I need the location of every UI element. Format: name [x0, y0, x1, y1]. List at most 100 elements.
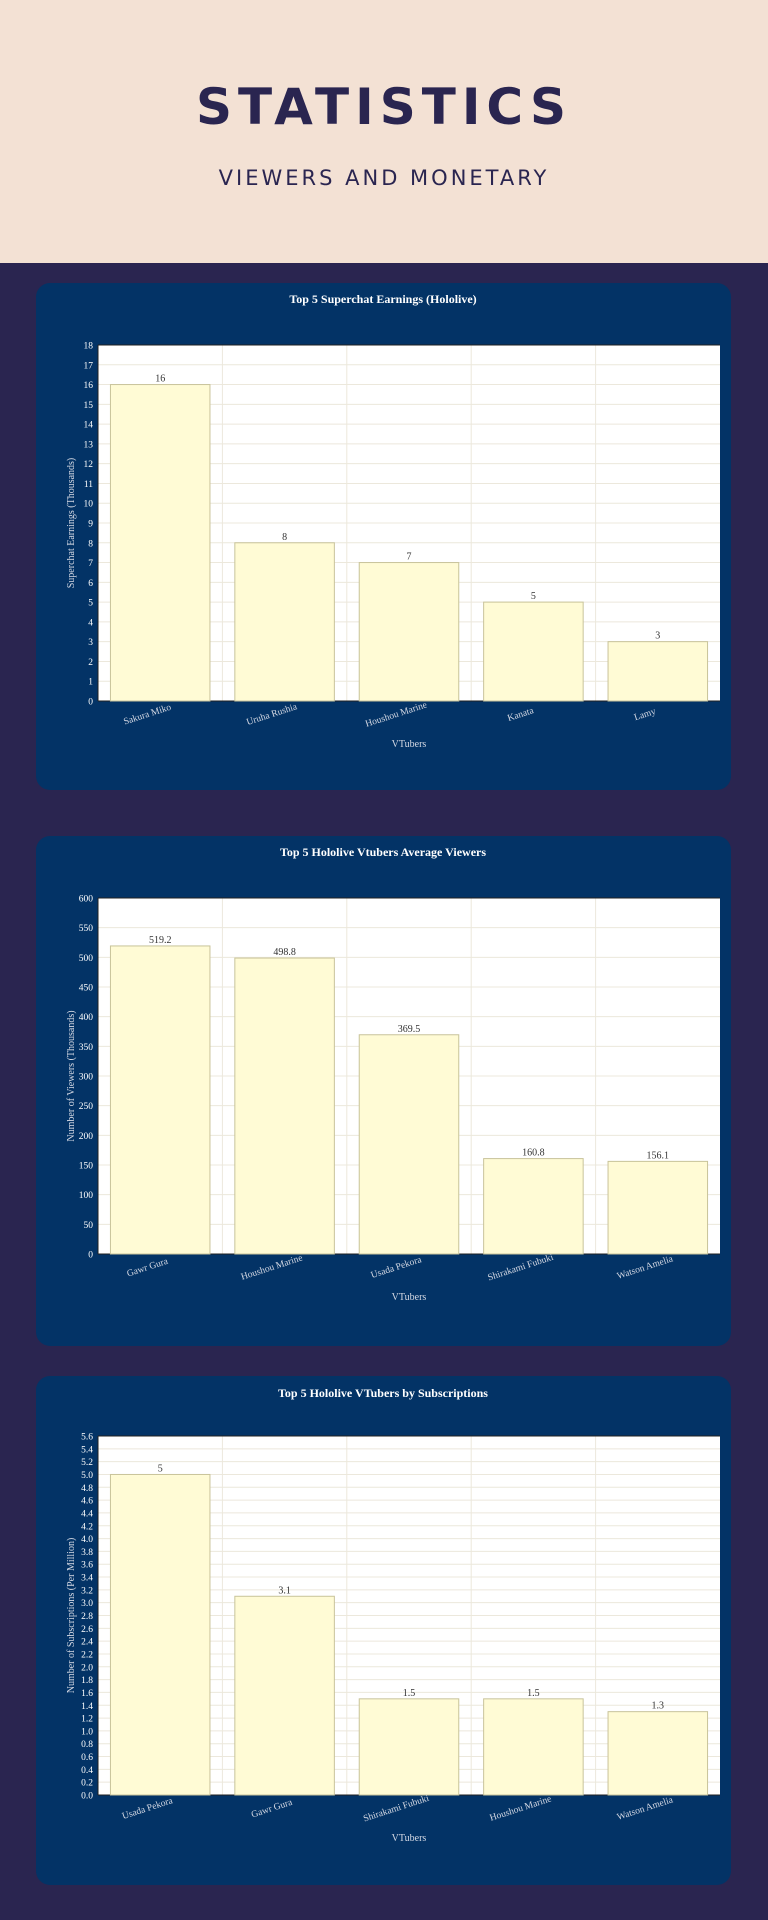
chart-card-subscriptions: Top 5 Hololive VTubers by Subscriptions 0… [36, 1376, 731, 1885]
y-tick-label: 1.0 [81, 1727, 93, 1737]
y-tick-label: 4 [88, 618, 93, 628]
bar[interactable] [358, 1034, 460, 1255]
y-tick-label: 6 [88, 579, 93, 589]
y-axis-label: Number of Subscriptions (Per Million) [66, 1538, 77, 1694]
y-tick-label: 4.0 [81, 1535, 93, 1545]
y-tick-label: 550 [79, 924, 94, 934]
bar[interactable] [358, 562, 460, 702]
y-tick-label: 5.4 [81, 1445, 93, 1455]
y-axis-label: Number of Viewers (Thousands) [66, 1010, 77, 1141]
y-tick-label: 0.0 [81, 1792, 93, 1802]
y-tick-label: 250 [79, 1102, 94, 1112]
page-title: STATISTICS [195, 78, 573, 136]
x-tick-label: Sakura Miko [123, 703, 173, 728]
data-label: 8 [282, 532, 287, 543]
y-tick-label: 4.2 [81, 1522, 93, 1532]
y-tick-label: 7 [88, 559, 93, 569]
y-tick-label: 1.8 [81, 1676, 93, 1686]
y-tick-label: 400 [79, 1013, 94, 1023]
x-tick-label: Houshou Marine [489, 1794, 553, 1823]
data-label: 160.8 [522, 1148, 545, 1159]
bar[interactable] [483, 1158, 584, 1255]
y-tick-label: 13 [84, 440, 94, 450]
data-label: 5 [531, 591, 536, 602]
y-tick-label: 350 [79, 1043, 94, 1053]
y-tick-label: 16 [84, 381, 94, 391]
x-tick-label: Gawr Gura [250, 1798, 294, 1821]
chart-title: Top 5 Hololive VTubers by Subscriptions [278, 1386, 488, 1400]
x-tick-label: Lamy [633, 707, 657, 723]
y-tick-label: 2.8 [81, 1612, 93, 1622]
y-tick-label: 3.2 [81, 1586, 93, 1596]
data-label: 3.1 [278, 1585, 291, 1596]
y-tick-label: 11 [84, 480, 93, 490]
x-tick-label: Shirakami Fubuki [362, 1794, 430, 1825]
chart-title: Top 5 Hololive Vtubers Average Viewers [280, 845, 486, 859]
y-tick-label: 4.4 [81, 1509, 93, 1519]
x-tick-label: Usada Pekora [121, 1796, 175, 1822]
x-axis-label: VTubers [392, 1292, 427, 1303]
x-tick-label: Usada Pekora [370, 1255, 424, 1281]
y-tick-label: 1.4 [81, 1702, 93, 1712]
y-tick-label: 2.6 [81, 1625, 93, 1635]
data-label: 1.5 [527, 1688, 540, 1699]
y-tick-label: 4.8 [81, 1484, 93, 1494]
chart-title: Top 5 Superchat Earnings (Hololive) [289, 292, 476, 306]
y-axis-label: Superchat Earnings (Thousands) [66, 458, 77, 589]
superchat-bar-chart: Top 5 Superchat Earnings (Hololive)01234… [66, 292, 720, 750]
y-tick-label: 5 [88, 599, 93, 609]
y-tick-label: 450 [79, 984, 94, 994]
y-tick-label: 600 [79, 895, 94, 905]
y-tick-label: 0.2 [81, 1779, 93, 1789]
bar[interactable] [607, 641, 709, 702]
y-tick-label: 300 [79, 1073, 94, 1083]
y-tick-label: 14 [84, 421, 94, 431]
y-tick-label: 17 [84, 361, 94, 371]
x-axis-label: VTubers [392, 739, 427, 750]
data-label: 1.3 [652, 1701, 665, 1712]
y-tick-label: 500 [79, 954, 94, 964]
data-label: 16 [155, 374, 165, 385]
y-tick-label: 0 [88, 698, 93, 708]
chart-card-viewers: Top 5 Hololive Vtubers Average Viewers 0 5… [36, 836, 731, 1346]
y-tick-label: 2.4 [81, 1638, 93, 1648]
data-label: 369.5 [398, 1024, 421, 1035]
data-label: 3 [655, 631, 660, 642]
y-tick-label: 9 [88, 520, 93, 530]
x-tick-label: Gawr Gura [126, 1257, 170, 1280]
y-tick-label: 5.6 [81, 1433, 93, 1443]
data-label: 7 [407, 552, 412, 563]
x-axis-label: VTubers [392, 1833, 427, 1844]
y-tick-label: 12 [84, 460, 94, 470]
y-tick-label: 200 [79, 1132, 94, 1142]
bar[interactable] [483, 601, 584, 702]
y-tick-label: 3.8 [81, 1548, 93, 1558]
bar[interactable] [109, 384, 211, 702]
y-tick-label: 3.0 [81, 1599, 93, 1609]
y-tick-label: 1.2 [81, 1715, 93, 1725]
y-tick-label: 150 [79, 1162, 94, 1172]
page-subtitle: VIEWERS AND MONETARY [218, 166, 550, 190]
data-label: 519.2 [149, 935, 172, 946]
chart-card-superchat: Top 5 Superchat Earnings (Hololive) 0 1 2 3 4… [36, 283, 731, 790]
bar[interactable] [483, 1698, 584, 1796]
y-tick-label: 3.6 [81, 1561, 93, 1571]
x-tick-label: Watson Amelia [616, 1795, 675, 1823]
bar[interactable] [607, 1160, 709, 1255]
y-tick-label: 2.0 [81, 1663, 93, 1673]
header-banner: STATISTICS VIEWERS AND MONETARY [0, 0, 768, 263]
y-tick-label: 2 [88, 658, 93, 668]
bar[interactable] [607, 1711, 709, 1796]
bar[interactable] [234, 542, 335, 702]
x-tick-label: Watson Amelia [616, 1254, 675, 1282]
y-tick-label: 0.4 [81, 1766, 93, 1776]
bar[interactable] [234, 1595, 335, 1796]
y-tick-label: 1 [88, 678, 93, 688]
bar[interactable] [109, 945, 211, 1255]
y-tick-label: 4.6 [81, 1497, 93, 1507]
y-tick-label: 5.0 [81, 1471, 93, 1481]
bar[interactable] [109, 1473, 211, 1796]
bar[interactable] [358, 1698, 460, 1796]
y-tick-label: 1.6 [81, 1689, 93, 1699]
bar[interactable] [234, 957, 335, 1255]
